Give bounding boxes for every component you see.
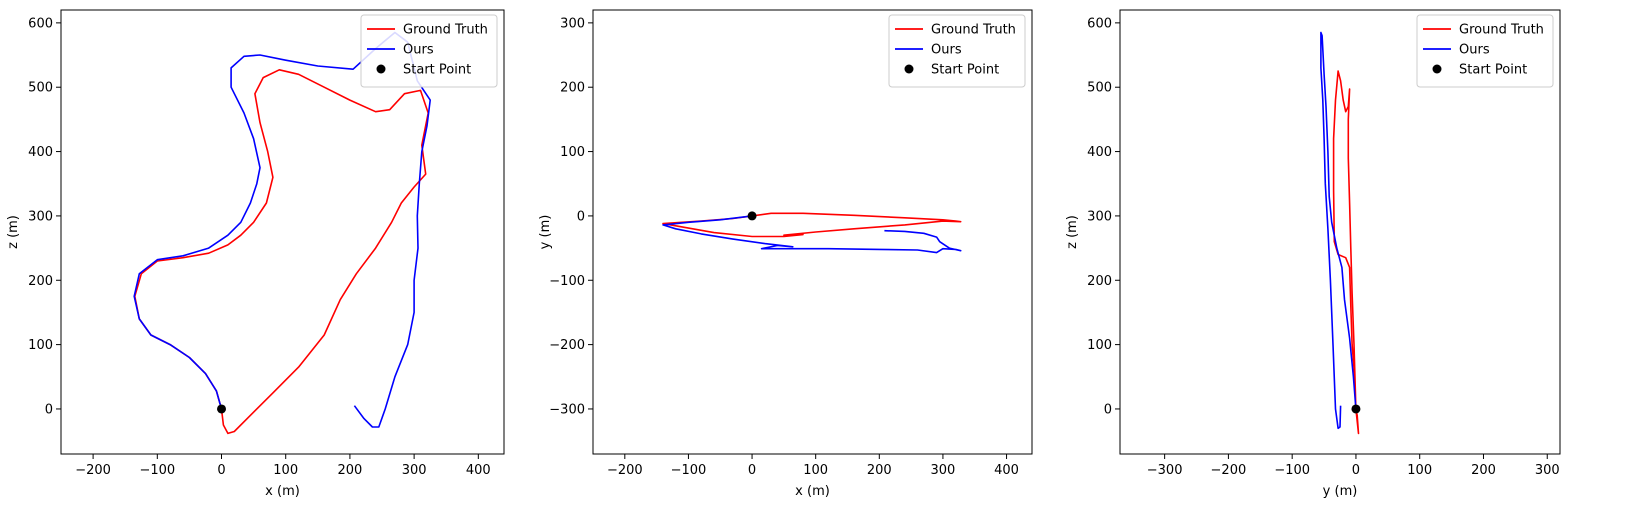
y-tick-label: 200 [560,81,585,96]
x-tick-label: −100 [139,463,175,478]
y-tick-label: 200 [28,274,53,289]
legend-label: Ground Truth [1459,23,1544,38]
x-tick-label: −200 [75,463,111,478]
legend: Ground Truth Ours Start Point [1416,14,1554,88]
y-axis-label: z (m) [1065,215,1080,249]
y-axis-label: z (m) [6,215,21,249]
axes-frame [1119,9,1561,455]
x-tick-label: 0 [748,463,756,478]
x-tick-label: 200 [1471,463,1496,478]
y-tick-label: 200 [1087,274,1112,289]
axes-frame [60,9,505,455]
legend-marker [376,64,386,74]
x-tick-label: 0 [1352,463,1360,478]
x-tick-label: 200 [337,463,362,478]
legend-box [888,14,1026,88]
legend-box [1416,14,1554,88]
y-tick-label: 100 [28,338,53,353]
series-line-ground-truth [134,69,429,435]
y-tick-label: 500 [1087,81,1112,96]
y-tick-label: 600 [28,16,53,31]
series-line-ours [662,215,962,254]
y-tick-label: 400 [28,145,53,160]
y-tick-label: 100 [1087,338,1112,353]
y-tick-label: 300 [1087,209,1112,224]
series-line-ours [1320,31,1357,430]
legend-label: Start Point [931,63,999,78]
y-tick-label: 300 [28,209,53,224]
start-point-marker [1351,404,1361,414]
y-tick-label: 0 [45,402,53,417]
legend-label: Start Point [403,63,471,78]
subplot-1: −200 −100 0 100 200 300 400 0 100 200 300 400 500 600… [6,9,505,499]
legend: Ground Truth Ours Start Point [888,14,1026,88]
x-tick-label: 300 [1535,463,1560,478]
x-tick-label: 100 [1407,463,1432,478]
start-point-marker [217,404,227,414]
x-axis-label: y (m) [1323,484,1358,499]
y-tick-label: 0 [1104,402,1112,417]
y-tick-label: 500 [28,81,53,96]
legend-label: Ours [931,43,962,58]
x-tick-label: 100 [803,463,828,478]
legend-label: Ground Truth [403,23,488,38]
y-tick-label: 400 [1087,145,1112,160]
y-tick-label: −100 [549,274,585,289]
y-tick-label: 300 [560,16,585,31]
legend-label: Ground Truth [931,23,1016,38]
subplot-2: −200 −100 0 100 200 300 400 −300 −200 −100 0 100 200… [538,9,1033,499]
legend-label: Ours [1459,43,1490,58]
x-tick-label: −200 [1211,463,1247,478]
legend-label: Ours [403,43,434,58]
x-tick-label: −300 [1147,463,1183,478]
y-axis-label: y (m) [538,215,553,250]
series-line-ground-truth [1332,70,1360,435]
y-tick-label: 100 [560,145,585,160]
x-tick-label: −100 [671,463,707,478]
legend: Ground Truth Ours Start Point [360,14,498,88]
y-tick-label: 0 [577,209,585,224]
y-tick-label: −300 [549,402,585,417]
x-tick-label: 200 [867,463,892,478]
legend-marker [1432,64,1442,74]
y-tick-label: −200 [549,338,585,353]
legend-marker [904,64,914,74]
y-tick-label: 600 [1087,16,1112,31]
x-tick-label: −200 [607,463,643,478]
axes-frame [592,9,1033,455]
x-tick-label: 400 [994,463,1019,478]
start-point-marker [747,211,757,221]
subplot-3: −300 −200 −100 0 100 200 300 0 100 200 300 400 500 60… [1065,9,1561,499]
x-tick-label: 100 [273,463,298,478]
series-line-ground-truth [662,212,962,238]
legend-box [360,14,498,88]
x-tick-label: 400 [466,463,491,478]
legend-label: Start Point [1459,63,1527,78]
x-tick-label: 300 [402,463,427,478]
x-tick-label: 300 [931,463,956,478]
x-axis-label: x (m) [265,484,300,499]
x-tick-label: 0 [217,463,225,478]
series-line-ours [133,31,431,428]
x-tick-label: −100 [1274,463,1310,478]
x-axis-label: x (m) [795,484,830,499]
